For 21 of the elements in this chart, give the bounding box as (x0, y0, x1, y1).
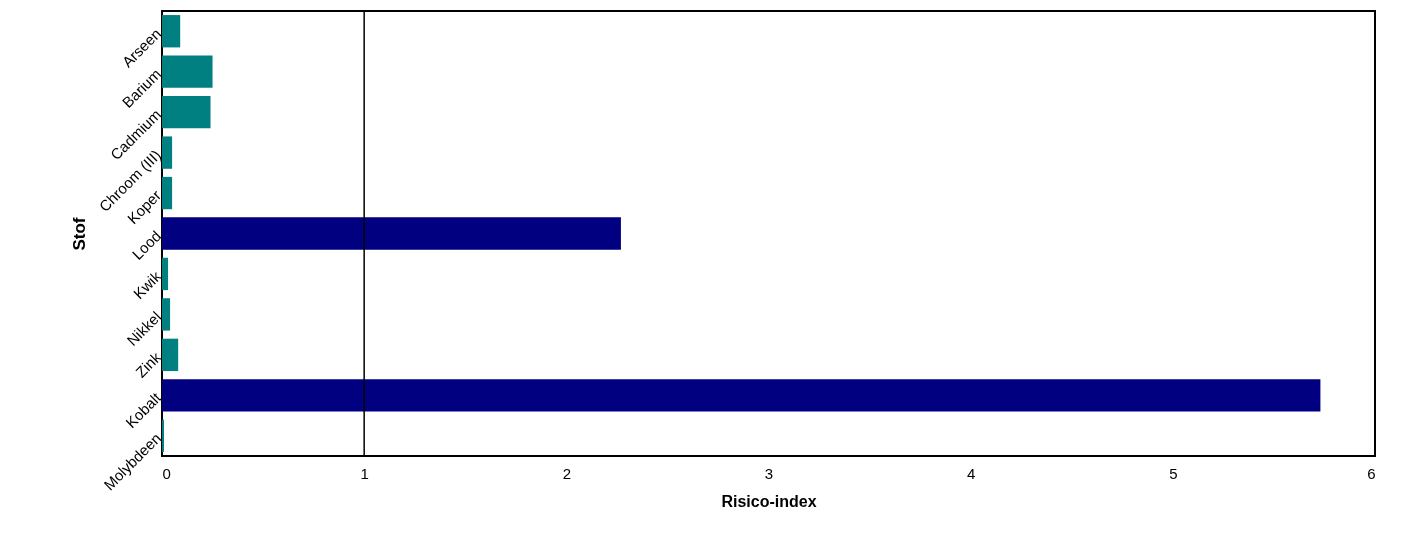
bar (162, 298, 171, 331)
bar (162, 217, 621, 250)
y-axis-title: Stof (69, 217, 89, 251)
x-axis-title: Risico-index (721, 492, 817, 510)
x-tick-label: 0 (162, 464, 171, 482)
bar (162, 15, 181, 48)
bar (162, 257, 169, 291)
x-tick-label: 4 (966, 464, 976, 482)
bar (162, 379, 1321, 412)
x-tick-label: 3 (764, 464, 774, 482)
bar (162, 338, 179, 372)
x-tick-label: 6 (1367, 464, 1376, 482)
bar (162, 55, 213, 88)
x-tick-label: 2 (562, 464, 572, 482)
bar (162, 176, 173, 210)
x-tick-label: 5 (1169, 464, 1178, 482)
y-tick-label: Zink (132, 348, 165, 381)
bar (162, 95, 211, 129)
bar (162, 419, 165, 452)
bar (162, 136, 173, 169)
x-tick-label: 1 (360, 464, 369, 482)
